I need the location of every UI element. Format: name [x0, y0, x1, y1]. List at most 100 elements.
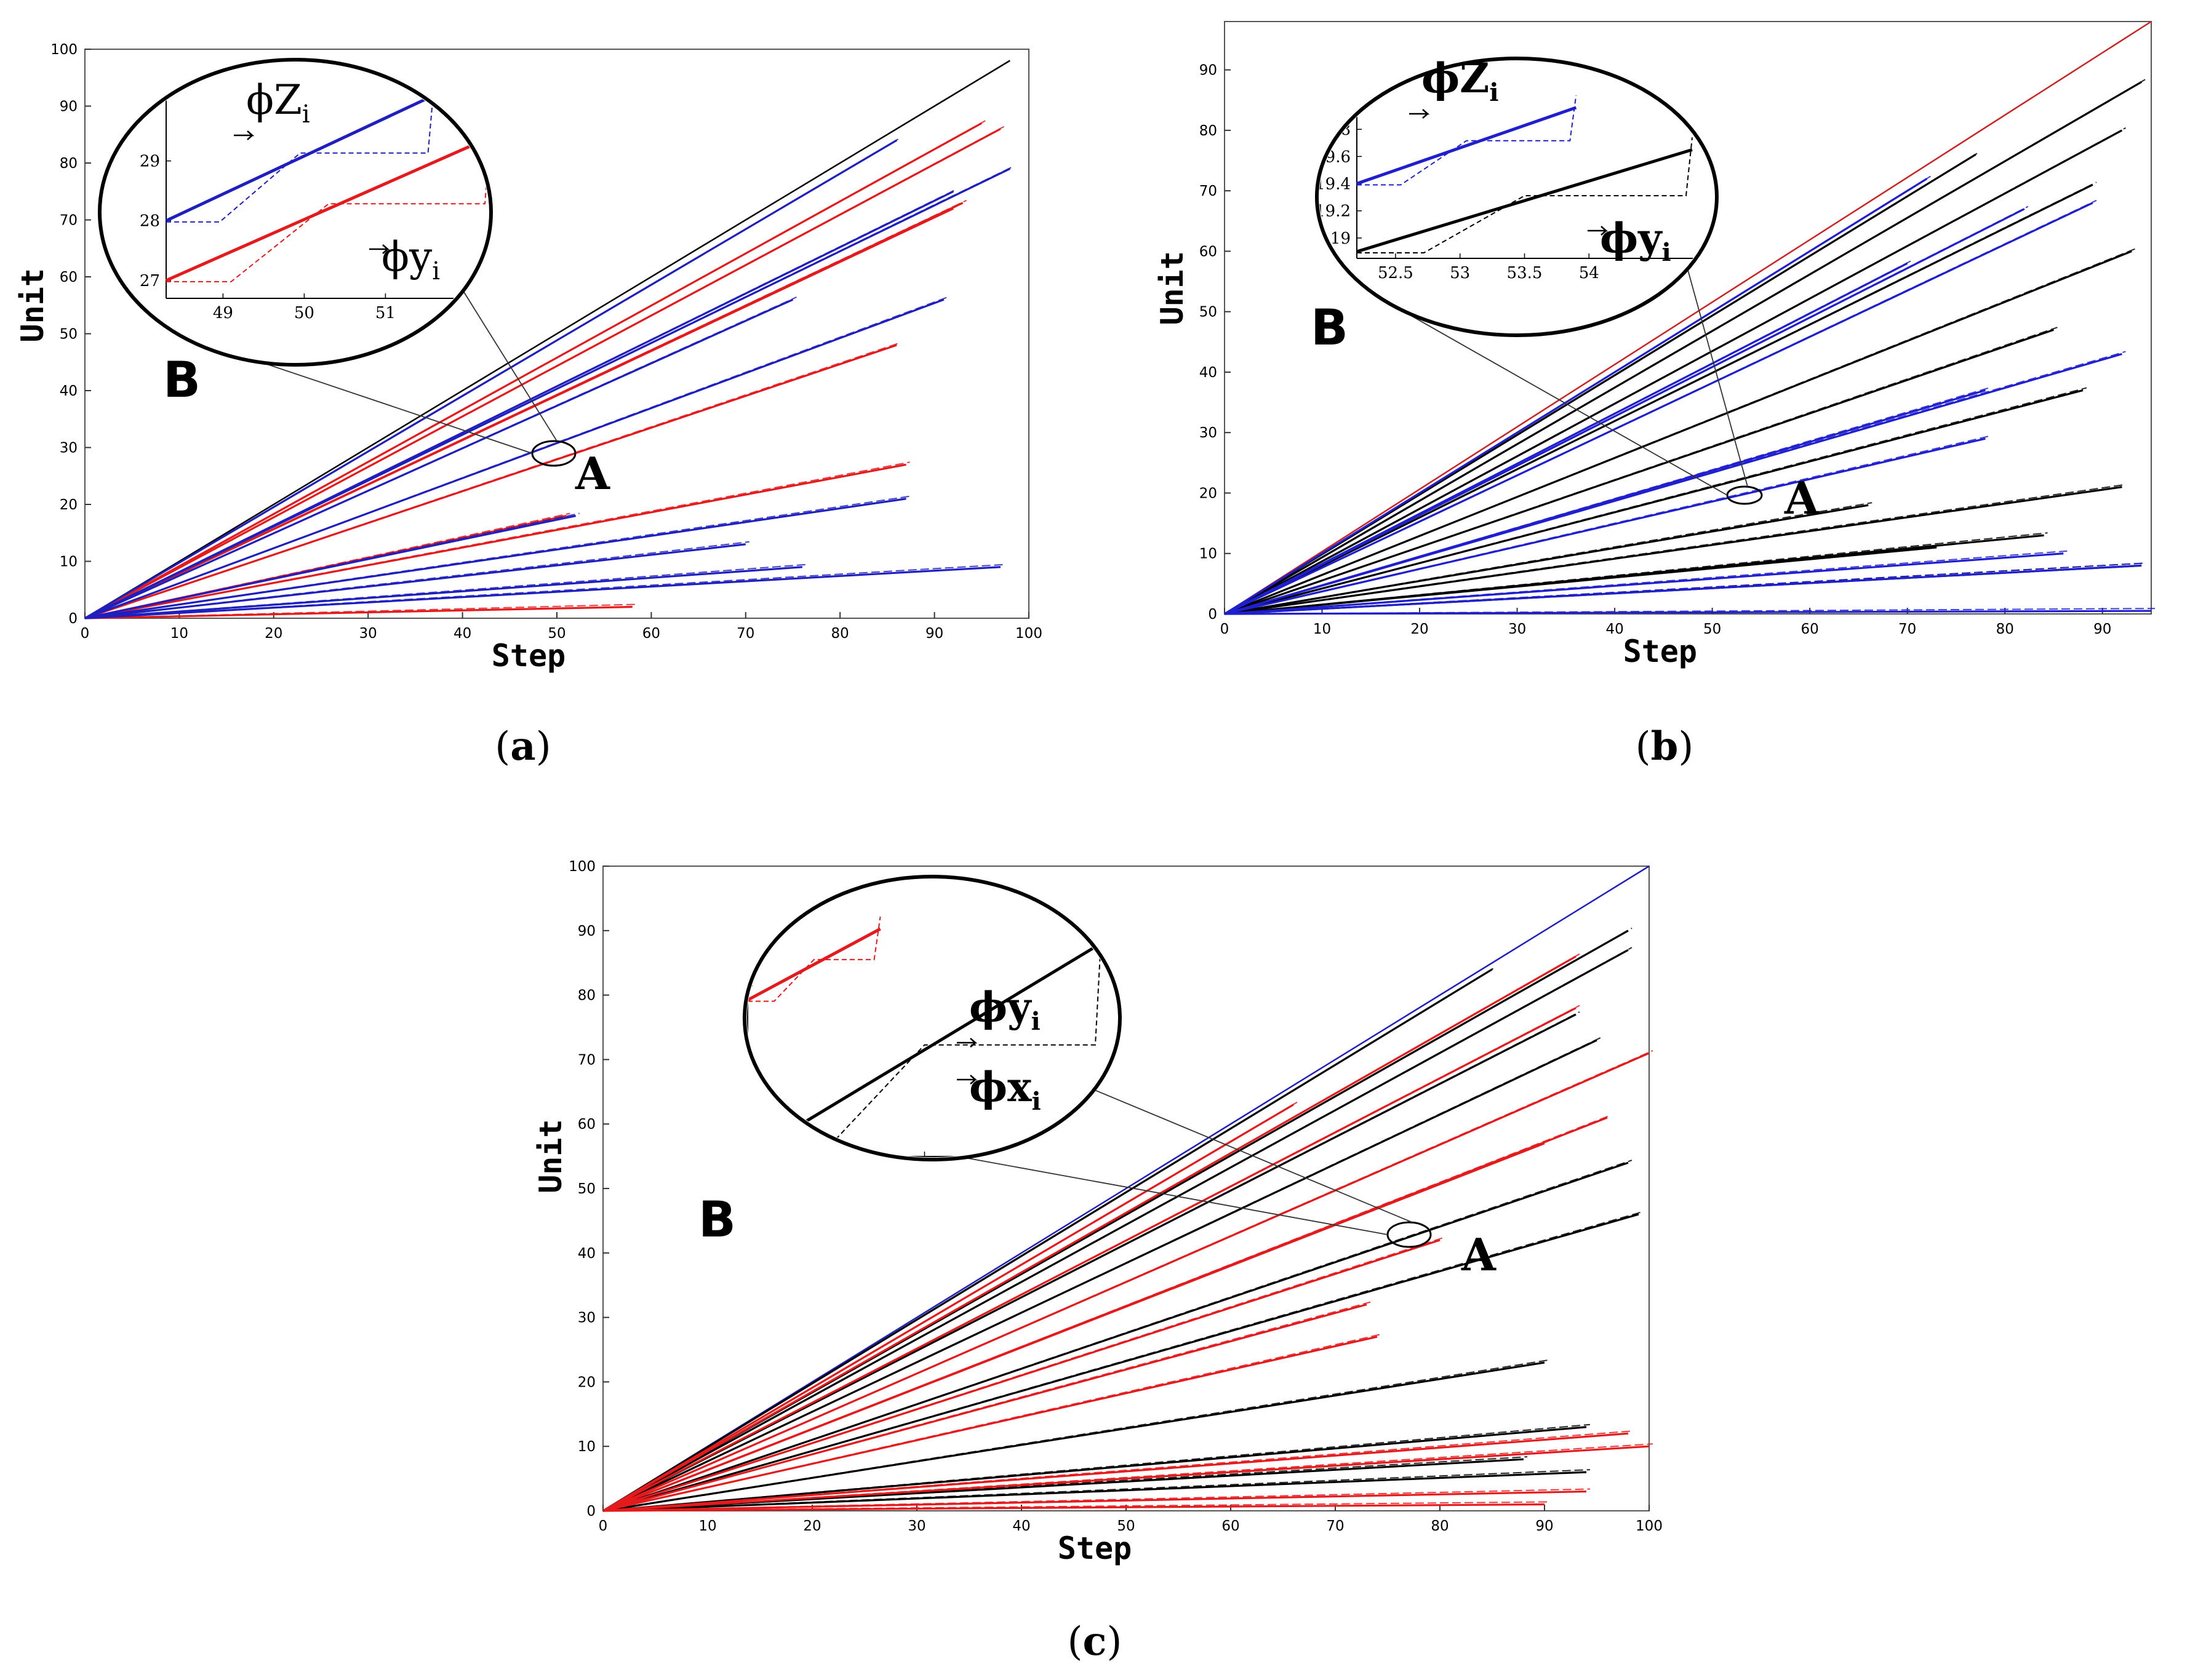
- series-black-2: [1224, 129, 2123, 615]
- x-tick-label: 80: [831, 626, 849, 642]
- series-dashed-black-11: [1224, 544, 1941, 615]
- series-red-4: [84, 207, 954, 619]
- series-blue-7: [84, 514, 577, 619]
- series-blue-4: [1224, 262, 1908, 615]
- series-blue-6: [84, 498, 906, 619]
- x-tick-label: 40: [454, 626, 471, 642]
- series-black-7: [602, 1213, 1639, 1512]
- y-axis-label: Unit: [15, 268, 50, 342]
- y-tick-label: 10: [1199, 546, 1217, 562]
- y-tick-label: 50: [1199, 305, 1217, 320]
- zoom-label-a: A: [1784, 472, 1820, 524]
- inset-circle: [743, 875, 1122, 1161]
- panel-a: 0 10 20 30 40 50 60 70 80 90 100 0 10 20 30 40 50 60 70 80 9…: [15, 42, 1042, 674]
- inset-dashed-0: [748, 916, 881, 1002]
- inset-x-tick-label: 52.5: [1378, 264, 1413, 282]
- phi-subscript: i: [1031, 1007, 1040, 1036]
- callout-line: [1686, 266, 1748, 487]
- series-dashed-blue-10: [84, 563, 806, 619]
- series-black-5: [602, 1039, 1597, 1512]
- inset-x-tick-label: 49: [213, 304, 233, 322]
- series-red-8: [602, 1304, 1367, 1512]
- callout-line: [1091, 1088, 1413, 1223]
- series-red-3: [602, 1007, 1577, 1512]
- series-red-1: [84, 128, 1001, 619]
- series-red-2: [602, 1104, 1294, 1512]
- inset-line-1: [1356, 148, 1693, 253]
- y-tick-label: 0: [1208, 607, 1217, 623]
- series-black-11: [602, 1471, 1587, 1512]
- x-tick-label: 0: [599, 1518, 608, 1534]
- x-tick-label: 80: [1431, 1518, 1449, 1534]
- phi-subscript: i: [302, 100, 310, 129]
- series-black-4: [1224, 183, 2093, 615]
- series-black-6: [602, 1161, 1629, 1512]
- x-tick-label: 30: [908, 1518, 925, 1534]
- phi-annotation-0: ϕZi: [246, 76, 310, 129]
- caption-c: (c): [1068, 1618, 1122, 1665]
- series-blue-10: [1224, 610, 2152, 615]
- x-tick-label: 20: [803, 1518, 821, 1534]
- series-red-9: [602, 1336, 1378, 1512]
- inset-line-0: [1356, 106, 1577, 185]
- series-black-8: [602, 1361, 1545, 1512]
- x-tick-label: 40: [1012, 1518, 1030, 1534]
- x-tick-label: 70: [1326, 1518, 1344, 1534]
- zoom-label-a: A: [1461, 1228, 1497, 1281]
- series-red-12: [602, 1490, 1587, 1512]
- inset-dashed-1: [748, 931, 1102, 1157]
- reference-line: [602, 865, 1650, 1512]
- series-blue-10: [84, 566, 802, 619]
- inset-x-tick-label: 53.5: [1507, 264, 1543, 282]
- y-tick-label: 0: [586, 1503, 596, 1519]
- y-tick-label: 100: [50, 42, 78, 58]
- inset-circle: [98, 58, 493, 367]
- x-axis-label: Step: [1623, 634, 1697, 669]
- x-tick-label: 10: [698, 1518, 716, 1534]
- x-tick-label: 60: [642, 626, 660, 642]
- x-axis-label: Step: [492, 638, 565, 674]
- x-tick-label: 0: [1220, 621, 1229, 637]
- series-black-11: [1224, 546, 1937, 615]
- series-red-11: [602, 1445, 1650, 1512]
- x-tick-label: 90: [925, 626, 943, 642]
- inset-label-b: B: [1311, 299, 1348, 356]
- x-tick-label: 70: [1898, 621, 1916, 637]
- series-red-7: [602, 1239, 1441, 1512]
- x-tick-label: 100: [1015, 626, 1042, 642]
- zoom-label-a: A: [575, 447, 610, 500]
- phi-arrow-1: [957, 1075, 978, 1085]
- series-red-6: [84, 463, 906, 619]
- inset: 77.57878.5794242.543ϕyiϕxi: [743, 875, 1122, 1161]
- inset: 49505152272829ϕZiϕyi: [98, 58, 493, 367]
- y-tick-label: 60: [578, 1117, 596, 1133]
- y-axis-label: Unit: [533, 1119, 569, 1193]
- inset-line-0: [165, 94, 435, 222]
- phi-subscript: i: [1661, 238, 1671, 267]
- series-blue-6: [1224, 389, 1986, 615]
- series-red-13: [602, 1503, 1545, 1512]
- phi-arrow-0: [1409, 109, 1430, 119]
- inset-content: 49505152272829: [140, 65, 489, 322]
- series-dashed-red-13: [602, 1501, 1549, 1511]
- plot-frame: [1224, 21, 2152, 615]
- y-tick-label: 90: [578, 923, 596, 939]
- series-red-2: [84, 122, 983, 619]
- inset-y-tick-label: 19.4: [1315, 175, 1351, 194]
- y-tick-label: 40: [60, 383, 78, 399]
- y-tick-label: 20: [60, 497, 78, 513]
- x-tick-label: 20: [1410, 621, 1428, 637]
- series-red-4: [602, 1052, 1650, 1512]
- y-tick-label: 10: [578, 1439, 596, 1455]
- inset-line-0: [747, 927, 881, 1001]
- y-tick-label: 0: [68, 611, 78, 627]
- y-tick-label: 80: [1199, 123, 1217, 139]
- series-red-1: [602, 955, 1577, 1512]
- y-tick-label: 40: [578, 1246, 596, 1262]
- reference-line: [84, 60, 1010, 619]
- x-tick-label: 90: [2093, 621, 2111, 637]
- y-tick-label: 70: [60, 213, 78, 229]
- phi-arrow-1: [1588, 226, 1609, 236]
